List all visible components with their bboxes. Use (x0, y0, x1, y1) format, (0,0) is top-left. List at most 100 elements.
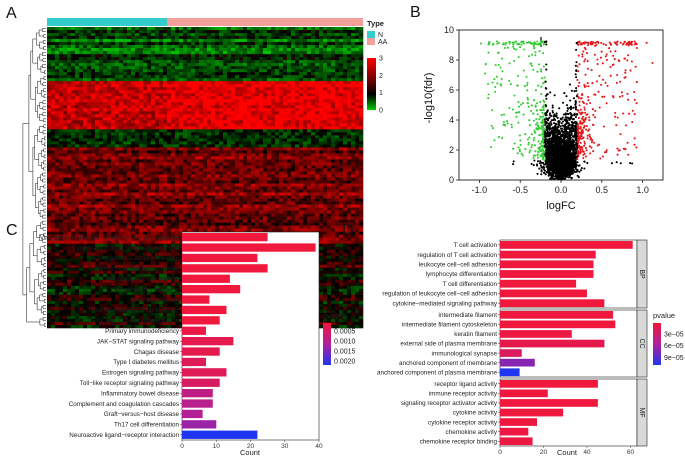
heat-cell (291, 60, 296, 64)
heat-cell (175, 114, 180, 118)
heat-cell (155, 102, 160, 106)
heat-cell (131, 78, 136, 82)
heat-cell (187, 204, 192, 208)
heat-cell (327, 105, 332, 109)
heat-cell (319, 177, 324, 181)
heat-cell (343, 60, 348, 64)
heat-cell (191, 183, 196, 187)
heat-cell (251, 96, 256, 100)
heat-cell (211, 171, 216, 175)
heat-cell (67, 165, 72, 169)
heat-cell (79, 120, 84, 124)
heat-cell (231, 51, 236, 55)
heat-cell (291, 51, 296, 55)
heat-cell (323, 162, 328, 166)
heat-cell (303, 105, 308, 109)
heat-cell (147, 39, 152, 43)
heat-cell (175, 204, 180, 208)
heat-cell (159, 198, 164, 202)
heat-cell (359, 78, 364, 82)
heat-cell (183, 141, 188, 145)
heat-cell (351, 177, 356, 181)
heat-cell (79, 39, 84, 43)
heat-cell (179, 123, 184, 127)
heat-cell (307, 108, 312, 112)
heat-cell (171, 42, 176, 46)
heat-cell (311, 57, 316, 61)
heat-cell (211, 117, 216, 121)
heat-cell (187, 147, 192, 151)
heat-cell (319, 156, 324, 160)
heat-cell (195, 207, 200, 211)
heat-cell (231, 42, 236, 46)
heat-cell (111, 210, 116, 214)
heat-cell (99, 192, 104, 196)
heat-cell (347, 63, 352, 67)
heat-cell (59, 180, 64, 184)
heat-cell (55, 123, 60, 127)
heat-cell (167, 135, 172, 139)
heat-cell (247, 198, 252, 202)
heat-cell (95, 99, 100, 103)
heat-cell (47, 93, 52, 97)
heat-cell (235, 84, 240, 88)
heat-cell (303, 111, 308, 115)
heat-cell (199, 183, 204, 187)
heat-cell (111, 183, 116, 187)
heat-cell (263, 84, 268, 88)
heat-cell (195, 198, 200, 202)
heat-cell (59, 114, 64, 118)
heat-cell (295, 105, 300, 109)
heat-cell (355, 99, 360, 103)
heat-cell (107, 153, 112, 157)
heat-cell (235, 153, 240, 157)
heat-cell (291, 174, 296, 178)
heat-cell (359, 129, 364, 133)
heat-cell (263, 213, 268, 217)
heat-cell (127, 165, 132, 169)
heat-cell (147, 141, 152, 145)
heat-cell (339, 111, 344, 115)
heat-cell (247, 87, 252, 91)
heat-cell (227, 93, 232, 97)
heat-cell (359, 87, 364, 91)
heat-cell (59, 42, 64, 46)
heat-cell (295, 213, 300, 217)
heat-cell (283, 189, 288, 193)
heat-cell (171, 138, 176, 142)
heat-cell (79, 207, 84, 211)
heat-cell (219, 207, 224, 211)
heat-cell (175, 39, 180, 43)
heat-cell (247, 165, 252, 169)
heat-cell (315, 75, 320, 79)
heat-cell (175, 183, 180, 187)
heat-cell (79, 156, 84, 160)
heat-cell (283, 195, 288, 199)
heat-cell (291, 192, 296, 196)
heat-cell (295, 78, 300, 82)
heat-cell (259, 156, 264, 160)
heat-cell (219, 138, 224, 142)
heat-cell (207, 114, 212, 118)
heat-cell (83, 210, 88, 214)
heat-cell (167, 111, 172, 115)
heat-cell (167, 129, 172, 133)
heat-cell (279, 192, 284, 196)
heat-cell (159, 39, 164, 43)
heat-cell (331, 78, 336, 82)
heat-cell (199, 93, 204, 97)
heat-cell (147, 168, 152, 172)
heat-cell (275, 135, 280, 139)
heat-cell (195, 114, 200, 118)
heat-cell (167, 60, 172, 64)
heat-cell (159, 84, 164, 88)
heat-cell (307, 144, 312, 148)
heat-cell (103, 84, 108, 88)
heat-cell (315, 57, 320, 61)
heat-cell (191, 126, 196, 130)
heat-cell (219, 180, 224, 184)
heat-cell (71, 150, 76, 154)
heat-cell (95, 171, 100, 175)
heat-cell (235, 201, 240, 205)
heat-cell (215, 180, 220, 184)
